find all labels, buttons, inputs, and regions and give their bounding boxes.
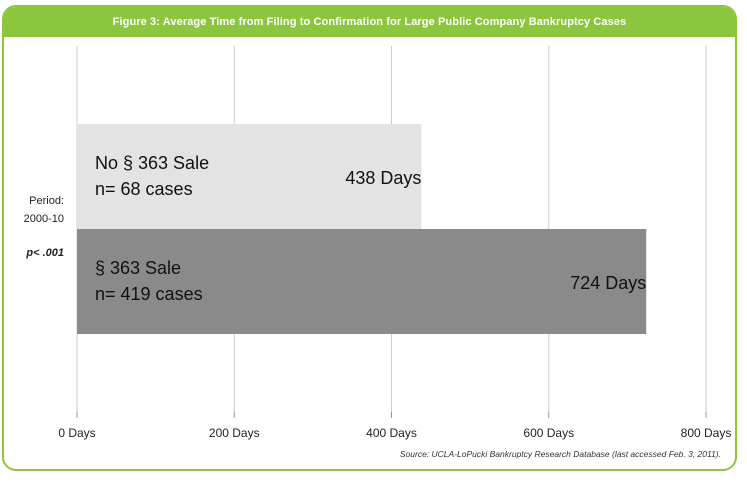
source-note: Source: UCLA-LoPucki Bankruptcy Research… <box>400 449 721 459</box>
x-tick-label: 400 Days <box>366 426 417 440</box>
period-value: 2000-10 <box>24 213 64 225</box>
bar <box>77 124 422 229</box>
bar <box>77 229 647 334</box>
bar-category-label: § 363 Sale <box>95 258 181 278</box>
bar-value-label: 438 Days <box>345 168 421 188</box>
p-value: p< .001 <box>25 247 64 259</box>
period-label: Period: <box>29 195 64 207</box>
x-tick-label: 0 Days <box>58 426 95 440</box>
bar-value-label: 724 Days <box>570 273 646 293</box>
x-tick-label: 600 Days <box>523 426 574 440</box>
bar-category-label: No § 363 Sale <box>95 153 209 173</box>
x-axis-ticks: 0 Days 200 Days 400 Days 600 Days 800 Days <box>58 412 731 440</box>
bars: No § 363 Sale n= 68 cases 438 Days § 363 Sa… <box>77 124 647 334</box>
x-tick-label: 800 Days <box>681 426 732 440</box>
x-tick-label: 200 Days <box>209 426 260 440</box>
bar-count-label: n= 68 cases <box>95 179 193 199</box>
figure-title: Figure 3: Average Time from Filing to Co… <box>4 7 735 37</box>
bar-count-label: n= 419 cases <box>95 284 203 304</box>
